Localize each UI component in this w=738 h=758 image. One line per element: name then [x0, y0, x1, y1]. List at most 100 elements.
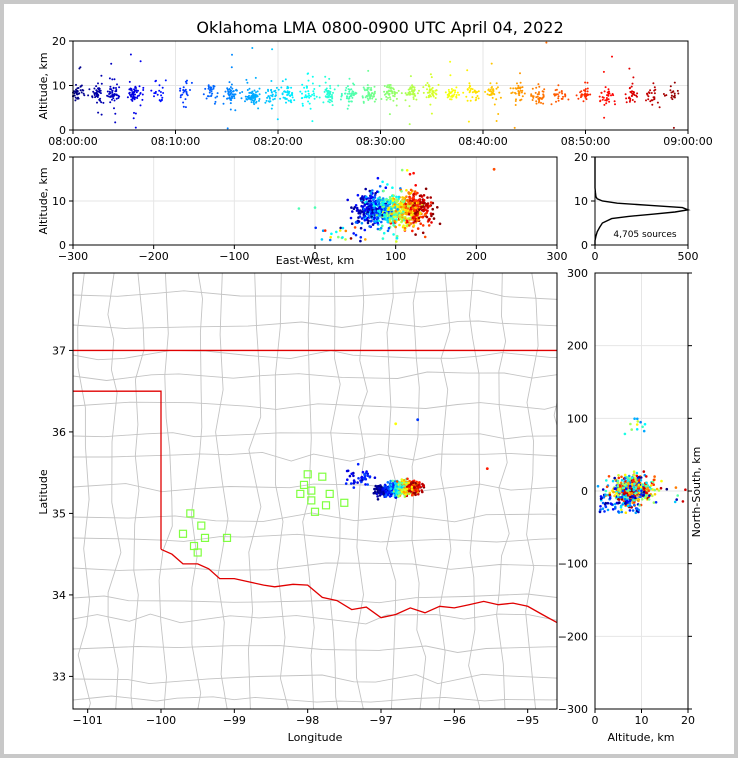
lightning-source-point: [405, 224, 408, 227]
lightning-source-point: [355, 209, 359, 212]
lightning-source-point: [616, 493, 620, 497]
lightning-source-point: [395, 485, 399, 488]
lightning-source-point: [113, 107, 115, 110]
lightning-source-point: [383, 213, 386, 216]
lightning-source-point: [427, 224, 431, 227]
county-line: [107, 273, 122, 709]
lightning-source-point: [366, 84, 369, 87]
lightning-source-point: [100, 113, 103, 116]
lightning-source-point: [388, 85, 391, 88]
lightning-source-point: [355, 206, 359, 210]
eastwest-tick-label: 100: [385, 250, 406, 263]
lightning-source-point: [406, 209, 410, 213]
lightning-source-point: [160, 94, 163, 97]
lightning-source-point: [652, 478, 656, 482]
lightning-source-point: [284, 78, 287, 81]
lightning-source-point: [613, 494, 617, 497]
lightning-source-point: [635, 507, 639, 511]
lightning-source-point: [363, 204, 366, 207]
lightning-source-point: [601, 488, 605, 491]
lightning-source-point: [408, 90, 411, 93]
lightning-source-point: [468, 82, 471, 85]
lightning-source-point: [307, 100, 310, 103]
lightning-source-point: [458, 93, 460, 96]
lightning-source-point: [419, 194, 423, 197]
county-line: [496, 273, 510, 709]
lightning-source-point: [232, 90, 235, 92]
lightning-source-point: [93, 92, 96, 95]
lightning-source-point: [348, 90, 351, 93]
lightning-source-point: [392, 88, 395, 91]
lightning-source-point: [581, 93, 584, 96]
lightning-source-point: [557, 95, 560, 98]
lightning-source-point: [374, 192, 377, 195]
lightning-source-point: [630, 428, 633, 431]
lightning-source-point: [210, 88, 213, 91]
lightning-source-point: [611, 55, 613, 58]
lightning-source-point: [606, 501, 610, 505]
altitude-northsouth-sources: [596, 417, 687, 515]
lightning-source-point: [311, 93, 314, 96]
lightning-source-point: [639, 420, 642, 424]
plan-view-ylabel: Latitude: [37, 469, 50, 515]
lightning-source-point: [489, 82, 492, 85]
lightning-source-point: [642, 429, 646, 433]
lightning-source-point: [380, 98, 383, 100]
lightning-source-point: [517, 84, 520, 87]
lightning-source-point: [326, 93, 329, 96]
lightning-source-point: [644, 485, 648, 488]
lightning-source-point: [270, 94, 273, 97]
lightning-source-point: [623, 497, 627, 501]
lightning-source-point: [420, 205, 424, 209]
county-line: [73, 289, 557, 300]
lightning-source-point: [406, 199, 409, 202]
lightning-source-point: [364, 187, 368, 191]
lightning-source-point: [307, 90, 310, 93]
lightning-source-point: [134, 126, 137, 129]
lightning-source-point: [556, 93, 559, 96]
lightning-source-point: [409, 482, 413, 486]
northsouth-tick-label: 0: [581, 485, 588, 498]
lightning-source-point: [270, 80, 273, 82]
lightning-source-point: [408, 217, 412, 220]
lightning-source-point: [373, 100, 376, 103]
lightning-source-point: [227, 92, 230, 95]
lightning-source-point: [97, 82, 99, 85]
county-line: [73, 432, 557, 440]
lightning-source-point: [285, 98, 288, 100]
lightning-source-point: [376, 495, 379, 498]
lightning-source-point: [386, 481, 390, 484]
lightning-source-point: [610, 94, 612, 97]
lightning-source-point: [291, 94, 294, 97]
lightning-source-point: [638, 504, 641, 507]
plan-view-axes-frame: [72, 272, 558, 710]
lightning-source-point: [615, 492, 618, 495]
latitude-tick-label: 37: [52, 344, 66, 357]
lightning-source-point: [621, 486, 625, 490]
lightning-source-point: [495, 87, 498, 90]
lightning-source-point: [602, 70, 605, 73]
lightning-source-point: [404, 99, 407, 102]
lightning-source-point: [323, 229, 327, 232]
lightning-source-point: [487, 89, 490, 91]
lightning-source-point: [307, 79, 310, 82]
lightning-source-point: [380, 220, 383, 224]
lightning-source-point: [538, 100, 541, 103]
lightning-source-point: [662, 93, 665, 95]
lightning-source-point: [141, 93, 144, 96]
lightning-source-point: [620, 475, 623, 479]
lightning-source-point: [388, 220, 392, 223]
lightning-source-point: [363, 209, 367, 212]
lightning-source-point: [356, 193, 360, 197]
lightning-source-point: [471, 96, 474, 99]
lightning-source-point: [426, 206, 430, 209]
lma-station-marker: [325, 489, 334, 498]
lightning-source-point: [373, 85, 376, 88]
lightning-source-point: [381, 237, 385, 240]
lightning-source-point: [95, 85, 98, 88]
lightning-source-point: [367, 219, 370, 223]
lightning-source-point: [517, 90, 520, 93]
lma-station-marker: [193, 548, 202, 557]
lightning-source-point: [431, 212, 435, 216]
